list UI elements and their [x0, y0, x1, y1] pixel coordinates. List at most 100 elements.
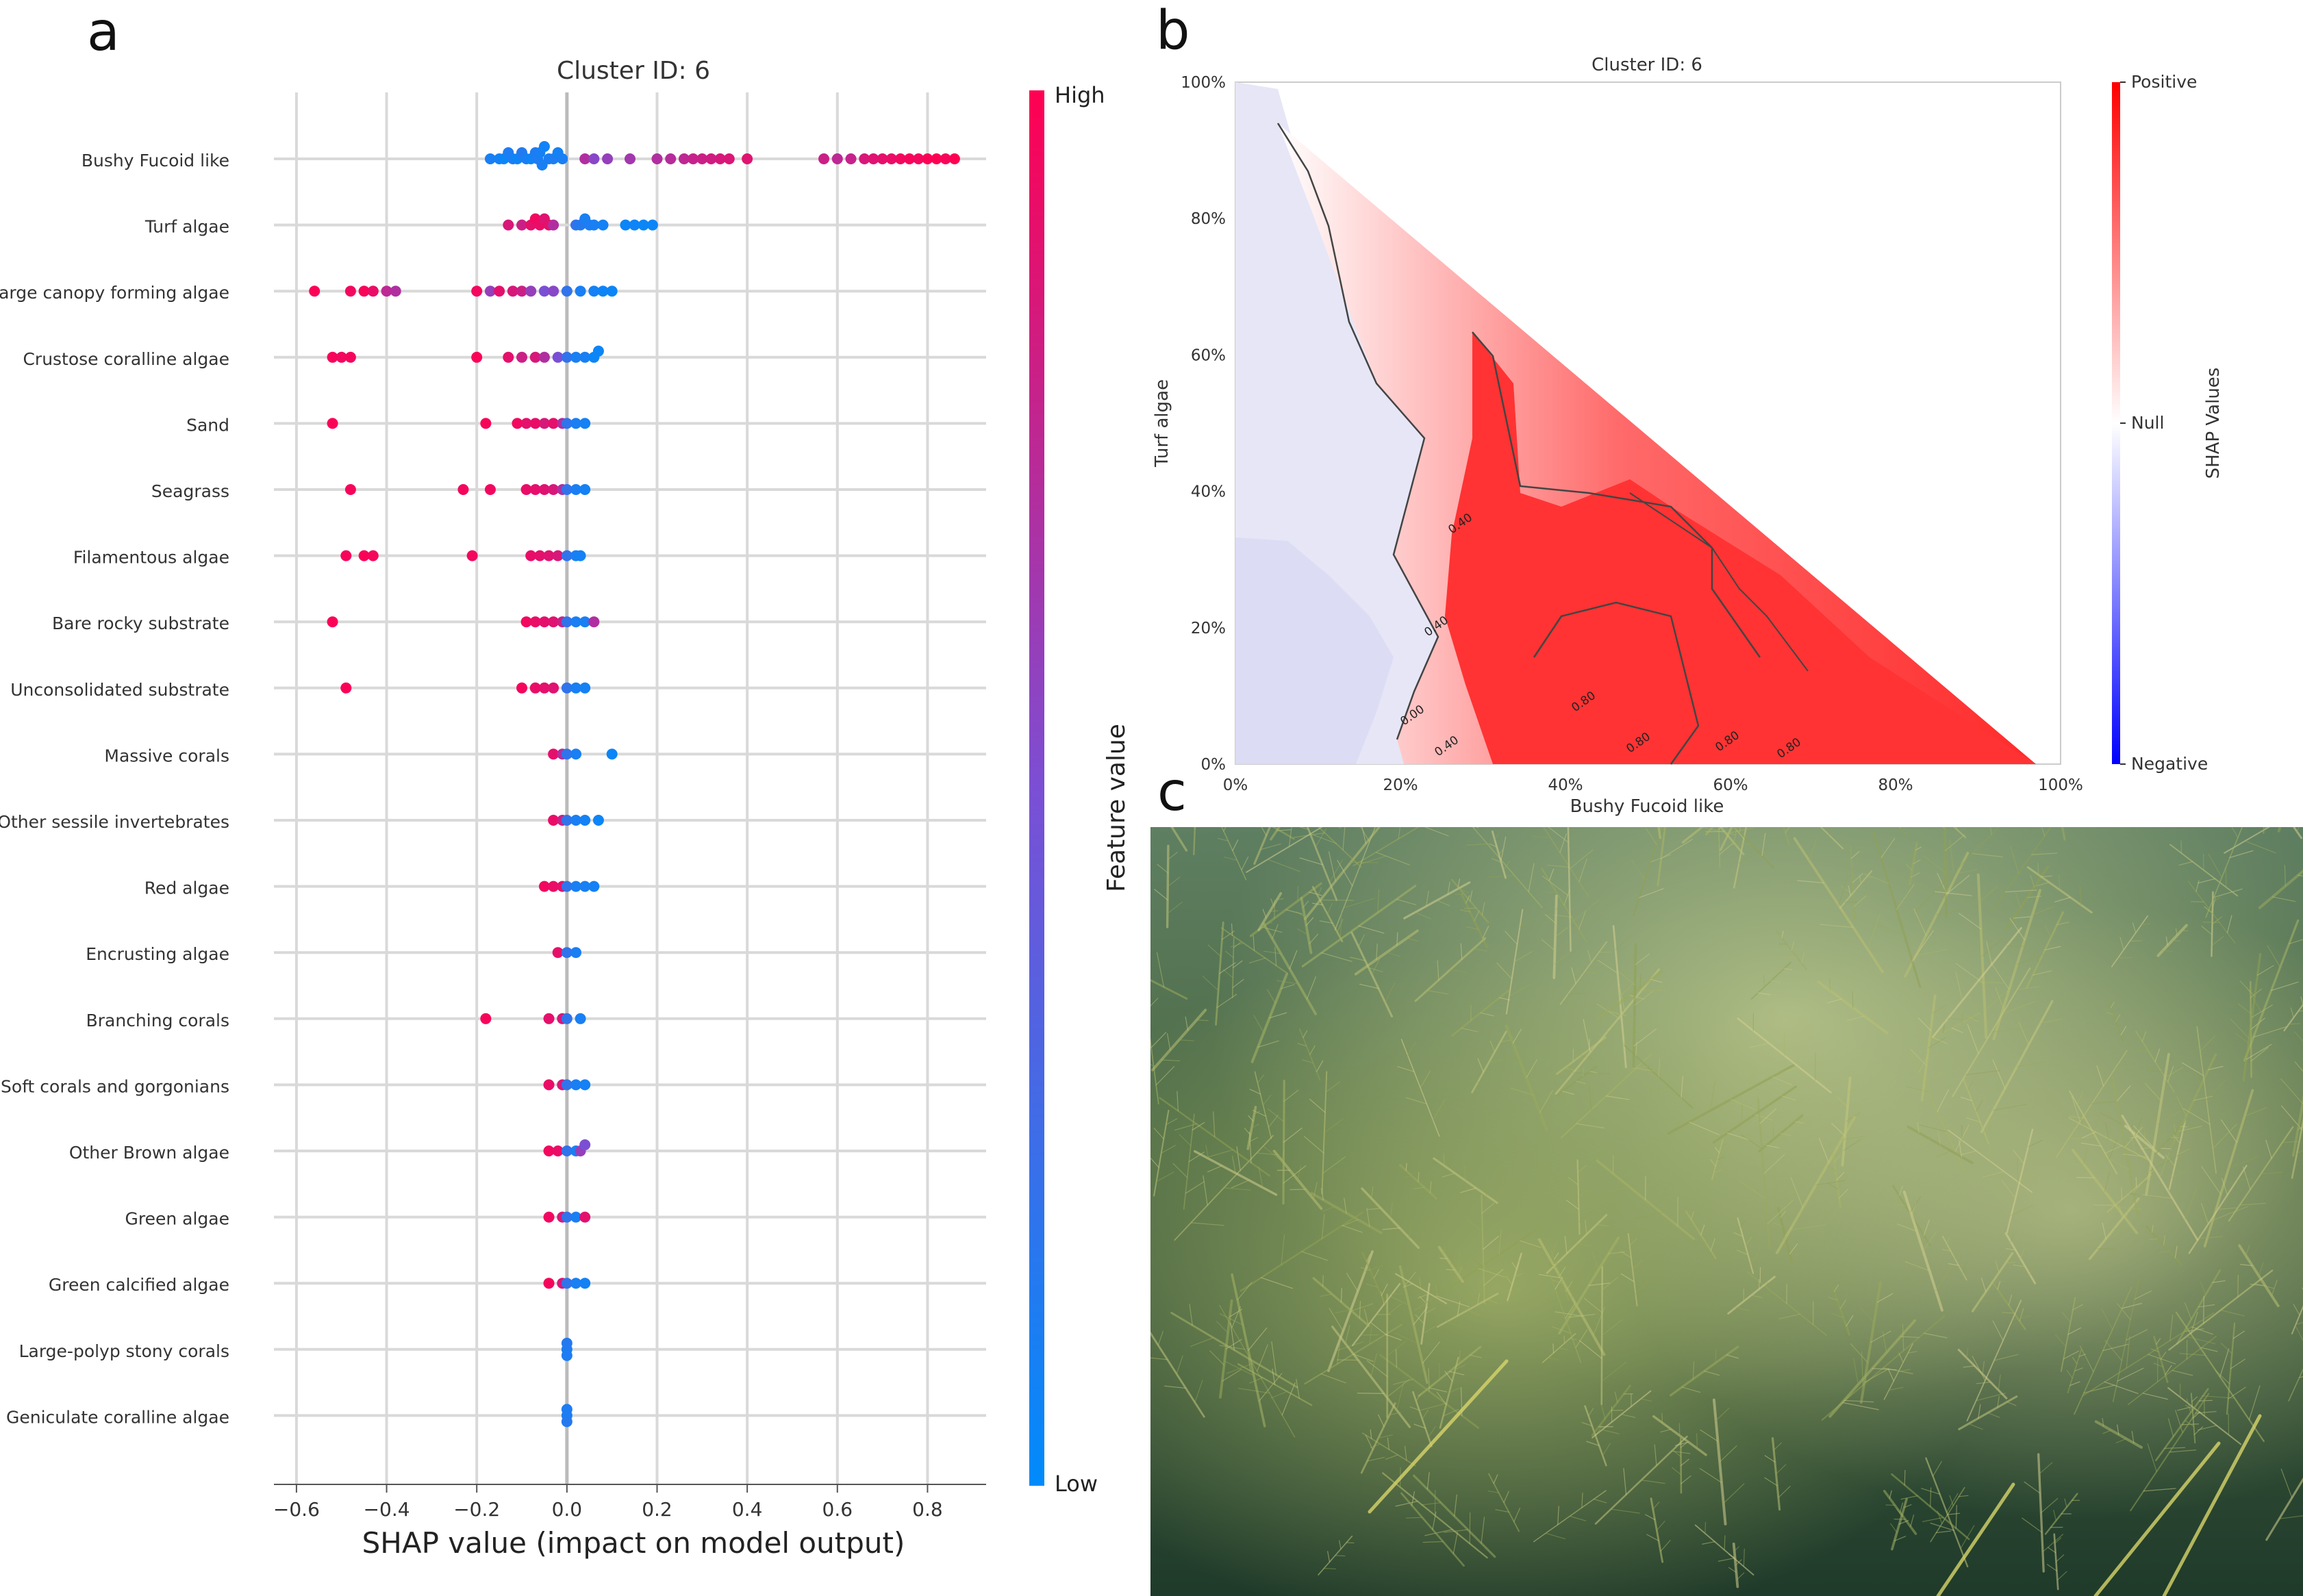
algae-branch — [2198, 1399, 2213, 1402]
shap-point — [588, 881, 600, 892]
algae-branch — [2212, 1206, 2248, 1221]
algae-branch — [1736, 1572, 1745, 1580]
algae-branch — [1378, 1414, 1385, 1427]
shap-point — [538, 616, 550, 628]
shap-point — [552, 947, 564, 959]
algae-branch — [1689, 1122, 1720, 1135]
algae-branch — [1848, 885, 1851, 897]
algae-branch — [1954, 1249, 1959, 1259]
algae-branch — [1587, 950, 1592, 963]
algae-branch — [1223, 857, 1238, 861]
algae-branch — [1176, 1091, 1179, 1112]
algae-branch — [1237, 1388, 1270, 1394]
algae-branch — [1986, 941, 1992, 965]
algae-branch — [2044, 946, 2061, 951]
algae-branch — [1686, 1226, 1697, 1228]
algae-branch — [2282, 1141, 2300, 1143]
shap-point — [588, 219, 600, 231]
algae-branch — [2200, 1281, 2206, 1295]
algae-branch — [1781, 930, 1784, 939]
algae-branch — [2072, 1304, 2083, 1310]
algae-branch — [1361, 1267, 1371, 1271]
algae-branch — [1896, 884, 1915, 910]
shap-point — [570, 616, 582, 628]
shap-point — [548, 616, 559, 628]
algae-branch — [2201, 1165, 2222, 1195]
algae-branch — [1898, 1520, 1909, 1525]
shap-point — [525, 286, 537, 297]
algae-branch — [1424, 1307, 1436, 1315]
algae-branch — [1621, 1414, 1636, 1418]
algae-branch — [1487, 1298, 1498, 1304]
algae-branch — [1935, 1530, 1952, 1534]
algae-branch — [1710, 1158, 1716, 1167]
shap-chart-title: Cluster ID: 6 — [557, 57, 710, 85]
shap-point — [543, 1145, 555, 1156]
algae-branch — [2110, 1002, 2115, 1009]
colorbar-title: Feature value — [1103, 724, 1131, 892]
shap-point — [561, 1145, 572, 1156]
algae-branch — [2217, 1207, 2238, 1211]
shap-point — [570, 748, 582, 760]
shap-beeswarm-chart: −0.6 −0.4 −0.2 0.0 0.2 0.4 0.6 0.8 Bushy Fucoid … — [0, 57, 1131, 1560]
algae-branch — [1735, 1306, 1750, 1311]
algae-branch — [1281, 984, 1295, 989]
x-tick-label: 0.6 — [822, 1498, 853, 1521]
x-tick-label: −0.4 — [364, 1498, 410, 1521]
shap-point — [538, 881, 550, 892]
algae-branch — [1457, 1301, 1461, 1317]
algae-branch — [2184, 1187, 2198, 1220]
shap-point — [588, 616, 600, 628]
shap-point — [575, 550, 586, 561]
shap-point — [859, 153, 870, 164]
algae-branch — [1335, 1341, 1364, 1352]
algae-branch — [1820, 924, 1854, 928]
algae-branch — [2159, 1152, 2170, 1178]
shap-point — [529, 616, 541, 628]
algae-branch — [2212, 896, 2221, 904]
algae-branch — [1596, 1043, 1607, 1046]
algae-branch — [2212, 1280, 2226, 1283]
algae-branch — [2185, 1336, 2216, 1345]
algae-branch — [2176, 1148, 2190, 1156]
algae-branch — [1552, 1326, 1572, 1334]
algae-branch — [2198, 1425, 2217, 1431]
algae-branch — [1283, 1089, 1299, 1102]
algae-branch — [2230, 1358, 2245, 1369]
shap-point — [340, 550, 352, 561]
algae-branch — [2143, 1488, 2176, 1492]
algae-branch — [1498, 1229, 1502, 1255]
algae-branch — [1533, 835, 1551, 839]
algae-branch — [1736, 1250, 1749, 1256]
algae-branch — [1783, 968, 1793, 970]
algae-branch — [1757, 992, 1771, 996]
algae-branch — [2055, 1554, 2065, 1562]
contour-x-tick-label: 80% — [1878, 776, 1913, 794]
algae-branch — [1267, 1108, 1285, 1122]
algae-branch — [2132, 922, 2137, 934]
x-tick-label: 0.4 — [732, 1498, 763, 1521]
algae-branch — [1910, 1196, 1922, 1213]
algae-branch — [1993, 1104, 2028, 1111]
algae-branch — [1270, 898, 1274, 907]
algae-branch — [1309, 1098, 1326, 1113]
algae-branch — [1297, 1165, 1301, 1180]
algae-branch — [2231, 827, 2239, 839]
algae-branch — [1418, 1171, 1420, 1182]
shap-point — [696, 153, 708, 164]
algae-branch — [1911, 930, 1934, 962]
shap-point — [520, 484, 532, 495]
algae-branch — [1166, 1033, 1171, 1051]
algae-branch — [1739, 827, 1741, 833]
algae-branch — [2179, 1353, 2206, 1356]
algae-branch — [1164, 1385, 1187, 1389]
algae-branch — [1623, 1468, 1627, 1495]
shap-point — [344, 351, 356, 363]
algae-branch — [1558, 1347, 1568, 1350]
algae-branch — [1457, 878, 1461, 887]
algae-branch — [1219, 1345, 1246, 1350]
algae-branch — [2260, 1171, 2283, 1175]
algae-branch — [1390, 1296, 1410, 1306]
algae-branch — [1992, 1320, 2004, 1341]
algae-branch — [1841, 1136, 1865, 1141]
